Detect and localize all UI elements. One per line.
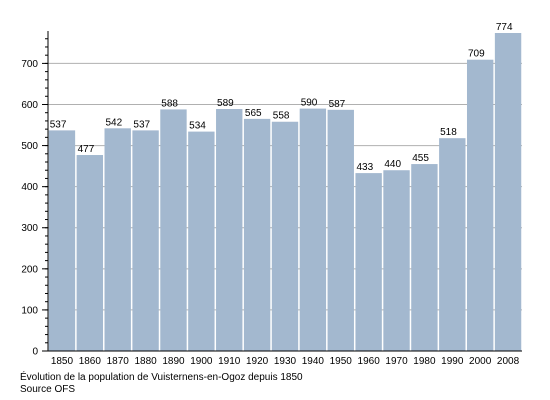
data-label-1990: 518 bbox=[440, 127, 457, 138]
x-tick-label-1930: 1930 bbox=[274, 356, 297, 367]
x-tick-label-2000: 2000 bbox=[469, 356, 492, 367]
bar-1960 bbox=[355, 173, 382, 351]
y-ticks: 0 100 200 300 400 500 600 700 bbox=[21, 38, 48, 358]
x-tick-label-1850: 1850 bbox=[51, 356, 74, 367]
bar-1910 bbox=[216, 109, 243, 351]
data-label-1920: 565 bbox=[245, 108, 262, 119]
bar-1900 bbox=[188, 131, 215, 351]
bar-1930 bbox=[271, 121, 299, 351]
bar-2000 bbox=[466, 59, 494, 352]
x-tick-label-1940: 1940 bbox=[302, 356, 325, 367]
data-label-1880: 537 bbox=[133, 119, 150, 130]
x-tick-label-1870: 1870 bbox=[107, 356, 130, 367]
data-label-2000: 709 bbox=[468, 49, 485, 60]
y-tick-label-100: 100 bbox=[21, 305, 38, 316]
data-label-1940: 590 bbox=[301, 98, 318, 109]
bar-1850 bbox=[48, 130, 76, 351]
bar-1980 bbox=[411, 164, 438, 351]
x-tick-label-1880: 1880 bbox=[134, 356, 157, 367]
chart-source: Source OFS bbox=[20, 384, 76, 395]
y-tick-label-700: 700 bbox=[21, 59, 38, 70]
bar-1940 bbox=[299, 108, 327, 352]
y-tick-label-0: 0 bbox=[32, 347, 38, 358]
data-label-1870: 542 bbox=[106, 117, 123, 128]
data-labels: 537 477 542 537 588 534 589 565 558 590 587 433 440 4… bbox=[50, 22, 513, 173]
x-tick-label-1980: 1980 bbox=[413, 356, 436, 367]
data-label-1980: 455 bbox=[412, 153, 429, 164]
y-tick-label-500: 500 bbox=[21, 141, 38, 152]
y-tick-label-400: 400 bbox=[21, 182, 38, 193]
x-tick-label-1920: 1920 bbox=[246, 356, 269, 367]
x-tick-label-2008: 2008 bbox=[497, 356, 520, 367]
chart-caption: Évolution de la population de Vuisternen… bbox=[20, 372, 303, 383]
x-tick-label-1990: 1990 bbox=[441, 356, 464, 367]
data-label-1890: 588 bbox=[161, 98, 178, 109]
axes bbox=[47, 31, 522, 352]
bar-1990 bbox=[439, 138, 466, 351]
data-label-1860: 477 bbox=[78, 144, 95, 155]
x-tick-label-1900: 1900 bbox=[190, 356, 213, 367]
bar-2008 bbox=[494, 33, 522, 351]
y-tick-label-600: 600 bbox=[21, 100, 38, 111]
data-label-1950: 587 bbox=[329, 99, 346, 110]
data-label-1970: 440 bbox=[384, 159, 401, 170]
bar-1920 bbox=[243, 118, 271, 351]
bars bbox=[48, 33, 522, 352]
x-tick-label-1910: 1910 bbox=[218, 356, 241, 367]
x-tick-label-1950: 1950 bbox=[330, 356, 353, 367]
bar-1890 bbox=[160, 109, 187, 351]
y-tick-label-200: 200 bbox=[21, 264, 38, 275]
data-label-1960: 433 bbox=[356, 162, 373, 173]
data-label-1910: 589 bbox=[217, 98, 234, 109]
bar-1950 bbox=[327, 109, 354, 351]
x-tick-labels: 1850 1860 1870 1880 1890 1900 1910 1920 1930 1940… bbox=[51, 356, 520, 367]
data-label-1930: 558 bbox=[273, 111, 290, 122]
x-tick-label-1890: 1890 bbox=[162, 356, 185, 367]
bar-1970 bbox=[383, 170, 410, 351]
bar-1880 bbox=[132, 130, 159, 351]
x-tick-label-1960: 1960 bbox=[358, 356, 381, 367]
data-label-1850: 537 bbox=[50, 119, 67, 130]
y-tick-label-300: 300 bbox=[21, 223, 38, 234]
data-label-1900: 534 bbox=[189, 121, 206, 132]
bar-1870 bbox=[104, 128, 131, 351]
x-tick-label-1860: 1860 bbox=[79, 356, 102, 367]
data-label-2008: 774 bbox=[496, 22, 513, 33]
bar-1860 bbox=[76, 155, 104, 351]
x-tick-label-1970: 1970 bbox=[385, 356, 408, 367]
